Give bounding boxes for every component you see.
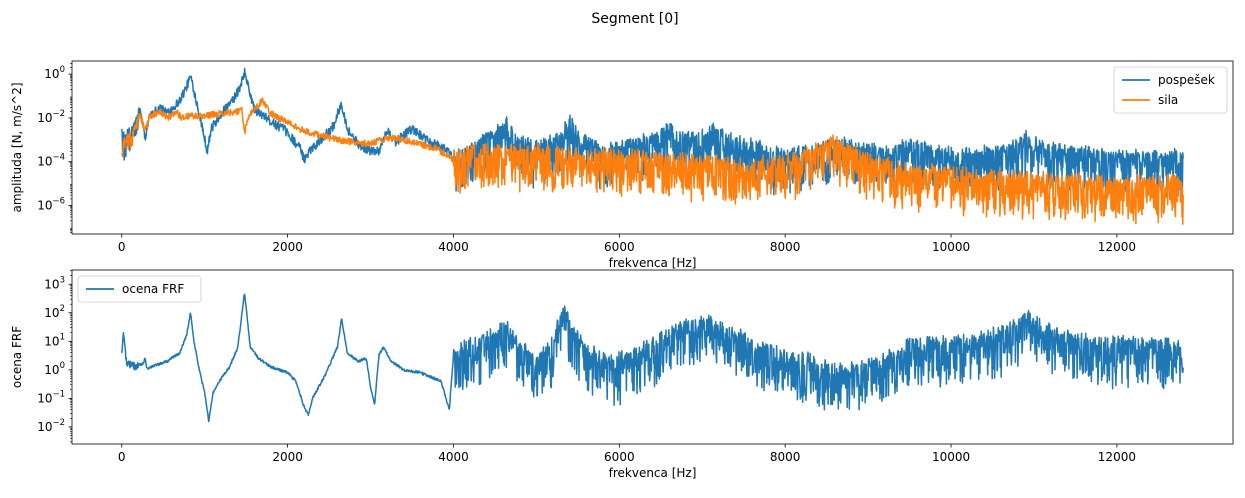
x-tick-label: 12000 [1098,240,1136,254]
legend-frame [77,275,202,303]
x-axis-label: frekvenca [Hz] [609,466,697,480]
legend-frame [1113,66,1228,114]
y-tick-label: 10−2 [37,418,65,434]
y-tick-label: 103 [44,275,65,291]
series-line-pospe-ek [121,67,1184,198]
x-tick-label: 6000 [604,240,635,254]
x-tick-label: 2000 [272,450,303,464]
y-axis-label: amplituda [N, m/s^2] [10,82,24,212]
y-tick-label: 102 [44,304,65,320]
y-tick-label: 10−2 [37,109,65,125]
y-tick-label: 10−1 [37,389,65,405]
legend-label: pospešek [1158,73,1215,87]
y-tick-label: 101 [44,332,65,348]
y-tick-label: 10−6 [37,197,65,213]
x-tick-label: 2000 [272,240,303,254]
x-tick-label: 4000 [438,450,469,464]
y-tick-label: 10−4 [37,153,65,169]
x-tick-label: 0 [118,240,126,254]
y-axis-label: ocena FRF [10,326,24,388]
legend-label: ocena FRF [122,282,184,296]
legend: pospešek sila [1113,66,1228,114]
x-tick-label: 4000 [438,240,469,254]
x-tick-label: 6000 [604,450,635,464]
spectrum-axes: 0 2000 4000 6000 8000 10000 12000 100 10−2 10−4 10… [10,60,1234,270]
x-axis-label: frekvenca [Hz] [609,256,697,270]
frf-axes: 0 2000 4000 6000 8000 10000 12000 103 102 101 100 1… [10,269,1234,480]
x-tick-label: 8000 [770,450,801,464]
x-tick-label: 10000 [932,450,970,464]
axes-frame [71,60,1234,235]
x-tick-label: 12000 [1098,450,1136,464]
x-tick-label: 8000 [770,240,801,254]
figure-title: Segment [0] [591,11,678,27]
legend-label: sila [1158,93,1178,107]
y-tick-label: 100 [44,65,65,81]
legend: ocena FRF [77,275,202,303]
series-line-sila [121,97,1184,225]
x-tick-label: 0 [118,450,126,464]
x-tick-label: 10000 [932,240,970,254]
axes-frame [71,269,1234,445]
series-line-ocena-frf [121,293,1184,423]
y-tick-label: 100 [44,361,65,377]
